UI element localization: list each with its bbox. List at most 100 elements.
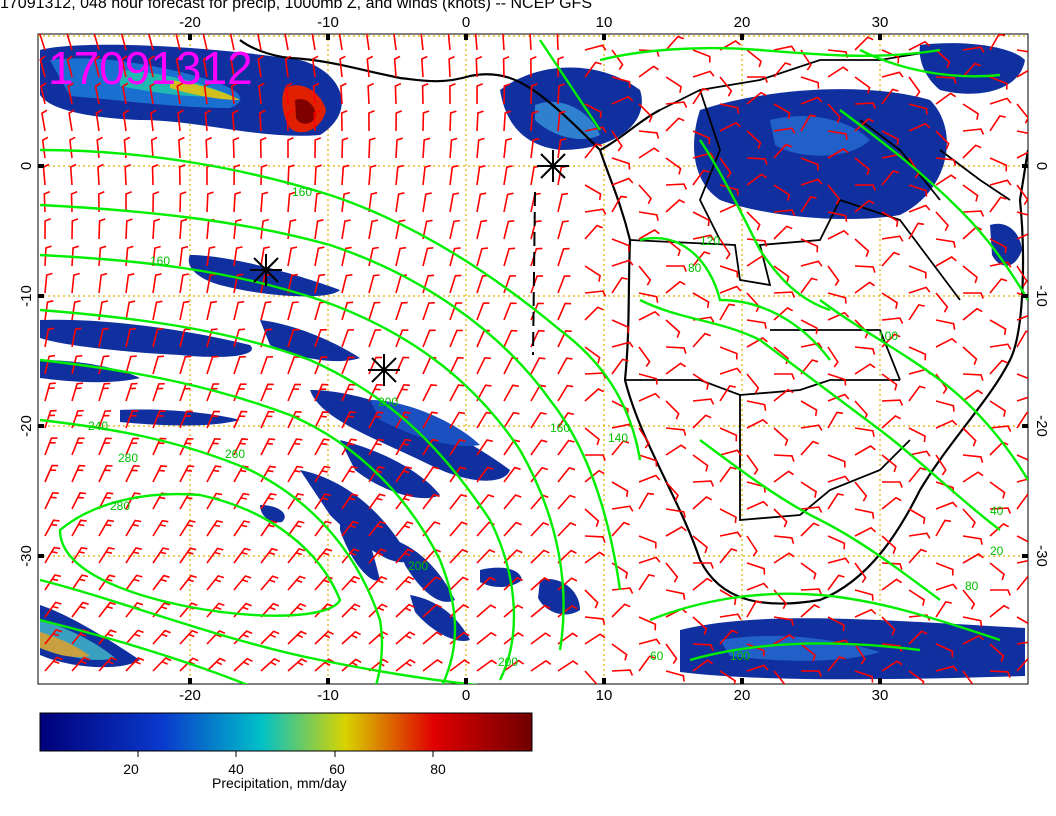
wind-barb — [260, 410, 275, 429]
wind-barb — [340, 109, 348, 132]
wind-barb — [260, 191, 269, 213]
wind-barb — [989, 196, 1007, 213]
wind-barb — [827, 184, 841, 205]
wind-barb — [395, 329, 409, 348]
wind-barb — [449, 384, 465, 402]
wind-barb — [962, 210, 985, 217]
top-tick-label: 10 — [596, 14, 613, 31]
wind-barb — [746, 130, 762, 149]
wind-barb — [123, 136, 131, 159]
wind-barb — [422, 631, 443, 645]
wind-barb — [719, 184, 739, 196]
wind-barb — [638, 454, 658, 467]
wind-barb — [71, 574, 89, 591]
wind-barb — [232, 136, 240, 159]
wind-barb — [71, 354, 83, 375]
map-title: 17091312, 048 hour forecast for precip, … — [0, 0, 592, 12]
wind-barb — [935, 665, 958, 672]
contour-label: 20 — [990, 544, 1004, 558]
wind-barb — [476, 549, 496, 564]
wind-barb — [989, 507, 1012, 514]
wind-barb — [503, 604, 524, 618]
wind-barb — [692, 292, 710, 309]
wind-barb — [746, 582, 769, 591]
bottom-tick-label: -20 — [179, 687, 201, 700]
wind-barb — [719, 449, 742, 456]
wind-barb — [557, 494, 576, 510]
wind-barb — [638, 392, 661, 402]
wind-barb — [368, 329, 382, 348]
wind-barb — [179, 410, 193, 429]
wind-barb — [854, 238, 870, 257]
wind-barb — [530, 275, 544, 294]
wind-barb — [908, 467, 927, 483]
wind-barb — [179, 300, 190, 321]
wind-barb — [1016, 330, 1028, 348]
wind-barb — [989, 400, 1006, 417]
wind-barb — [449, 576, 469, 591]
wind-barb — [125, 410, 139, 429]
wind-barb — [125, 464, 140, 483]
wind-barb — [557, 138, 567, 159]
wind-barb — [556, 34, 559, 51]
wind-barb — [422, 521, 441, 537]
wind-barb — [395, 383, 410, 402]
wind-barb — [692, 373, 709, 390]
wind-barb — [125, 547, 142, 564]
wind-barb — [206, 410, 221, 429]
wind-barb — [98, 601, 116, 618]
wind-barb — [476, 219, 488, 240]
wind-barb — [260, 602, 280, 618]
wind-barb — [719, 589, 737, 606]
wind-barb — [773, 470, 795, 483]
wind-barb — [800, 196, 817, 213]
wind-barb — [93, 34, 100, 51]
wind-barb — [260, 273, 271, 294]
wind-barb — [719, 76, 733, 97]
wind-barb — [395, 631, 416, 645]
wind-barb — [476, 247, 488, 267]
wind-barb — [908, 548, 927, 564]
wind-barb — [881, 399, 904, 406]
wind-barb — [665, 362, 687, 375]
wind-barb — [233, 300, 245, 321]
wind-barb — [287, 301, 299, 321]
wind-barb — [66, 55, 73, 78]
wind-barb — [503, 329, 518, 348]
coastlines — [239, 39, 1028, 605]
wind-barb — [71, 327, 82, 348]
wind-barb — [962, 128, 985, 135]
wind-barb — [638, 184, 652, 205]
wind-barb — [854, 643, 866, 665]
wind-barb — [827, 346, 839, 368]
wind-barb — [1016, 641, 1028, 645]
bottom-tick-label: 0 — [462, 687, 470, 700]
wind-barb — [557, 192, 569, 213]
wind-barb — [1016, 265, 1028, 287]
wind-barb — [854, 526, 877, 537]
wind-barb — [422, 329, 436, 348]
wind-barb — [773, 616, 794, 626]
wind-barb — [800, 424, 823, 431]
wind-barb — [314, 658, 335, 672]
wind-barb — [692, 152, 715, 159]
wind-barb — [962, 373, 984, 381]
wind-barb — [854, 76, 871, 94]
wind-barb — [665, 117, 685, 132]
wind-barb — [773, 670, 786, 684]
wind-barb — [179, 273, 189, 294]
wind-barb — [341, 493, 359, 510]
wind-barb — [503, 247, 516, 267]
wind-barb — [935, 601, 952, 618]
wind-barb — [800, 643, 816, 662]
wind-barb — [881, 317, 904, 324]
wind-barb — [152, 218, 161, 240]
wind-barb — [719, 103, 740, 114]
wind-barb — [989, 76, 1008, 90]
wind-barb — [881, 535, 897, 554]
wind-barb — [584, 265, 601, 282]
left-tick-label: -10 — [18, 285, 35, 307]
wind-barb — [746, 319, 767, 329]
wind-barb — [39, 34, 46, 51]
wind-barb — [827, 229, 850, 240]
